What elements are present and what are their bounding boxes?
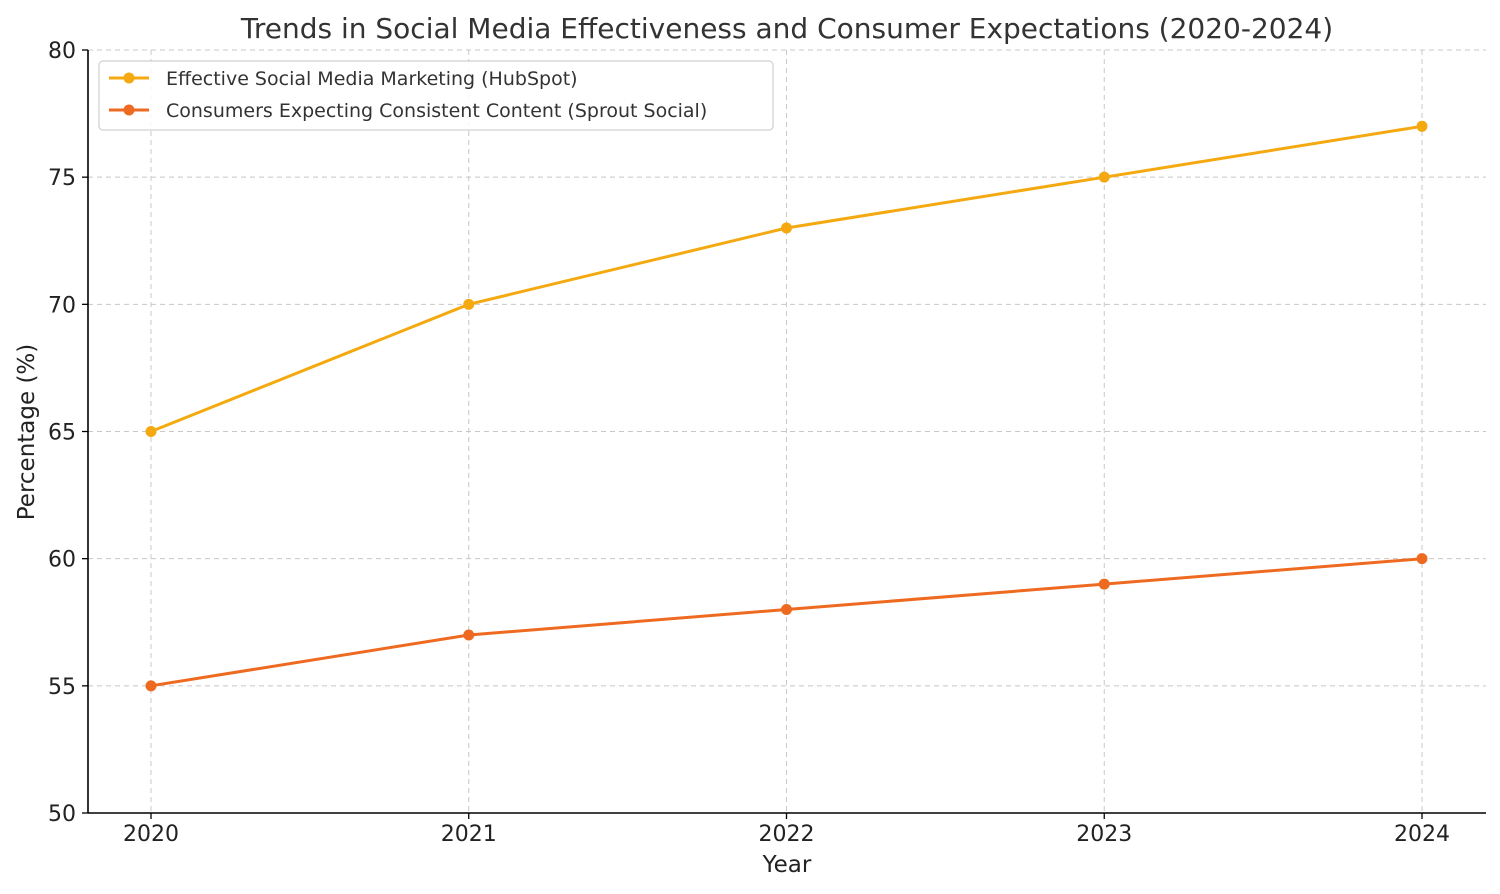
x-axis-label: Year: [762, 852, 812, 878]
y-tick-label: 80: [48, 39, 76, 64]
y-tick-label: 60: [48, 548, 76, 573]
data-point: [463, 298, 475, 310]
y-tick-label: 65: [48, 421, 76, 446]
y-tick-label: 70: [48, 293, 76, 318]
legend-box: [98, 60, 774, 131]
data-point: [145, 426, 157, 437]
axes: [82, 49, 1486, 819]
data-point: [781, 222, 792, 234]
tick-labels: 50 55 60 65 70 75 80 2020 2021 2022 2023 2024: [48, 39, 1450, 847]
series: [145, 120, 1428, 692]
x-tick-label: 2023: [1076, 822, 1132, 847]
y-tick-label: 55: [48, 675, 76, 700]
y-axis-label: Percentage (%): [14, 344, 40, 521]
x-tick-label: 2021: [441, 822, 497, 847]
data-point: [1416, 553, 1428, 565]
data-point: [145, 680, 157, 692]
x-tick-label: 2020: [123, 822, 179, 847]
series-2: [145, 553, 1428, 692]
legend: Effective Social Media Marketing (HubSpo…: [98, 60, 774, 131]
data-point: [1416, 120, 1428, 132]
y-tick-label: 50: [48, 802, 76, 827]
data-point: [1098, 171, 1110, 183]
legend-label: Consumers Expecting Consistent Content (…: [166, 100, 707, 122]
legend-marker-swatch: [123, 104, 135, 116]
series-1: [145, 120, 1428, 437]
y-tick-label: 75: [48, 166, 76, 191]
x-tick-label: 2024: [1394, 822, 1450, 847]
data-point: [463, 629, 475, 641]
legend-item: Consumers Expecting Consistent Content (…: [109, 100, 707, 122]
grid: [88, 49, 1486, 813]
chart-title: Trends in Social Media Effectiveness and…: [240, 12, 1333, 45]
data-point: [781, 604, 792, 616]
legend-marker-swatch: [123, 72, 135, 84]
data-point: [1098, 578, 1110, 590]
legend-item: Effective Social Media Marketing (HubSpo…: [109, 68, 578, 90]
legend-label: Effective Social Media Marketing (HubSpo…: [166, 68, 578, 90]
x-tick-label: 2022: [759, 822, 815, 847]
